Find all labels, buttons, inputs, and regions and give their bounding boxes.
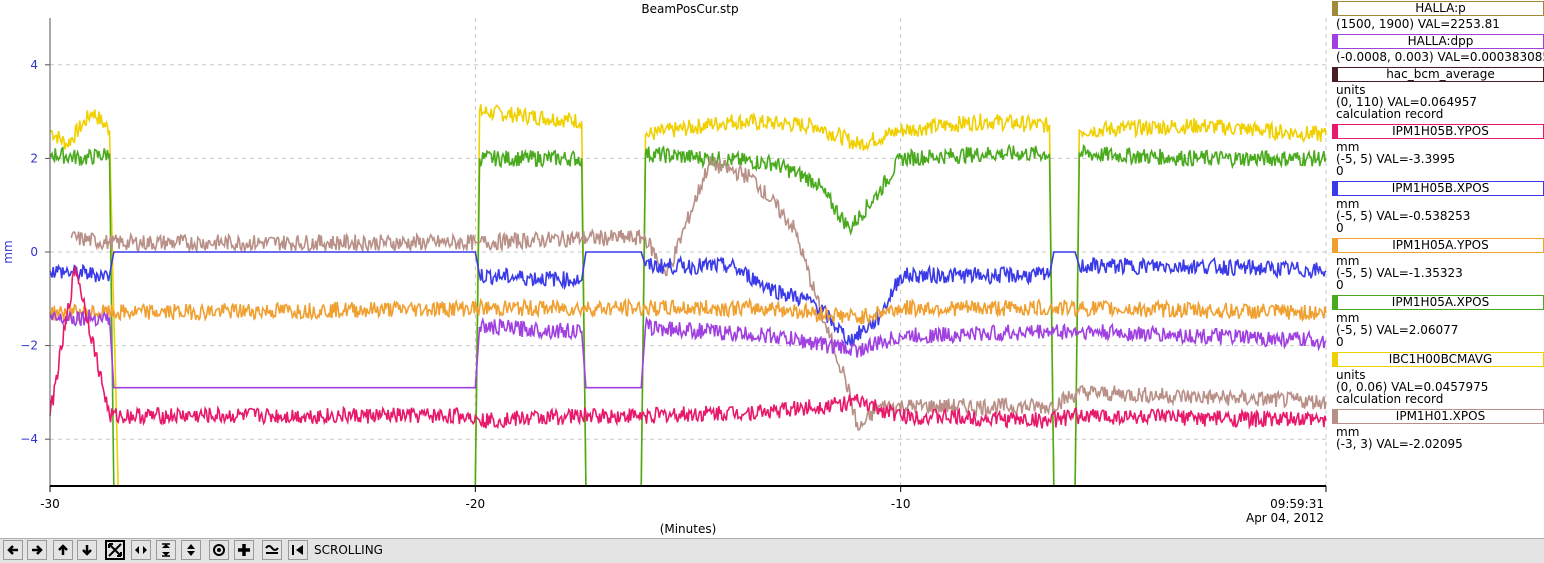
legend-item-IPM1H05B.XPOS[interactable]: IPM1H05B.XPOS xyxy=(1332,181,1544,196)
x-axis-label: (Minutes) xyxy=(660,522,717,536)
record-icon xyxy=(213,544,225,556)
arrow-left-icon xyxy=(7,545,18,555)
y-tick-label: −2 xyxy=(20,339,38,353)
vertical-pan-icon xyxy=(187,544,195,556)
scrolling-status: SCROLLING xyxy=(314,543,383,557)
legend: HALLA:p (1500, 1900) VAL=2253.81 HALLA:dpp… xyxy=(1328,0,1544,530)
legend-detail: mm xyxy=(1336,311,1360,325)
legend-detail: (-0.0008, 0.003) VAL=0.000383085 xyxy=(1336,50,1544,64)
legend-detail: (-5, 5) VAL=-3.3995 xyxy=(1336,152,1456,166)
add-button[interactable] xyxy=(234,540,254,560)
series-line-IBC1H00BCMAVG xyxy=(49,104,1327,487)
legend-item-IBC1H00BCMAVG[interactable]: IBC1H00BCMAVG xyxy=(1332,352,1544,367)
legend-detail: mm xyxy=(1336,254,1360,268)
arrow-up-button[interactable] xyxy=(53,540,73,560)
horizontal-zoom-button[interactable] xyxy=(131,540,151,560)
arrow-right-icon xyxy=(32,545,43,555)
y-tick-label: −4 xyxy=(20,432,38,446)
toolbar: SCROLLING xyxy=(0,538,1544,563)
arrow-left-button[interactable] xyxy=(3,540,23,560)
series-line-IPM1H05B.YPOS xyxy=(49,265,1327,430)
scroll-back-button[interactable] xyxy=(288,540,308,560)
legend-detail: 0 xyxy=(1336,335,1344,349)
waveform-icon xyxy=(265,545,279,554)
arrow-down-icon xyxy=(82,545,92,556)
legend-detail: (-5, 5) VAL=-1.35323 xyxy=(1336,266,1463,280)
legend-detail: (0, 0.06) VAL=0.0457975 xyxy=(1336,380,1489,394)
series-line-IPM1H05A.YPOS xyxy=(49,296,1327,325)
y-axis-label: mm xyxy=(1,240,15,263)
x-tick-label: -10 xyxy=(891,497,911,511)
record-button[interactable] xyxy=(209,540,229,560)
y-tick-label: 0 xyxy=(30,245,38,259)
legend-detail: units xyxy=(1336,83,1366,97)
arrow-down-button[interactable] xyxy=(77,540,97,560)
series-line-IPM1H01.XPOS xyxy=(70,156,1327,431)
legend-detail: mm xyxy=(1336,425,1360,439)
legend-detail: (0, 110) VAL=0.064957 xyxy=(1336,95,1477,109)
legend-detail: (1500, 1900) VAL=2253.81 xyxy=(1336,17,1500,31)
series-line-IPM1H05B.XPOS xyxy=(49,251,1327,347)
legend-detail: 0 xyxy=(1336,164,1344,178)
legend-item-HALLA:p[interactable]: HALLA:p xyxy=(1332,1,1544,16)
legend-detail: (-5, 5) VAL=-0.538253 xyxy=(1336,209,1471,223)
end-time-label: 09:59:31 xyxy=(1270,497,1324,511)
chart-title: BeamPosCur.stp xyxy=(641,2,738,16)
vertical-zoom-icon xyxy=(162,543,170,557)
vertical-zoom-button[interactable] xyxy=(156,540,176,560)
zoom-box-button[interactable] xyxy=(105,540,125,560)
add-icon xyxy=(238,544,250,556)
legend-detail: calculation record xyxy=(1336,107,1444,121)
legend-item-IPM1H05B.YPOS[interactable]: IPM1H05B.YPOS xyxy=(1332,124,1544,139)
legend-detail: units xyxy=(1336,368,1366,382)
legend-detail: calculation record xyxy=(1336,392,1444,406)
waveform-button[interactable] xyxy=(262,540,282,560)
legend-detail: mm xyxy=(1336,140,1360,154)
end-date-label: Apr 04, 2012 xyxy=(1246,511,1324,525)
legend-item-IPM1H01.XPOS[interactable]: IPM1H01.XPOS xyxy=(1332,409,1544,424)
legend-detail: mm xyxy=(1336,197,1360,211)
series-line-HALLA:dpp xyxy=(49,309,1327,389)
zoom-box-icon xyxy=(108,543,122,557)
horizontal-zoom-icon xyxy=(135,546,147,554)
legend-item-HALLA:dpp[interactable]: HALLA:dpp xyxy=(1332,34,1544,49)
legend-detail: 0 xyxy=(1336,278,1344,292)
legend-detail: 0 xyxy=(1336,221,1344,235)
scroll-back-icon xyxy=(292,545,303,555)
arrow-right-button[interactable] xyxy=(27,540,47,560)
legend-detail: (-3, 3) VAL=-2.02095 xyxy=(1336,437,1463,451)
vertical-pan-button[interactable] xyxy=(181,540,201,560)
x-tick-label: -20 xyxy=(466,497,486,511)
y-tick-label: 2 xyxy=(30,151,38,165)
arrow-up-icon xyxy=(58,544,68,555)
legend-item-IPM1H05A.XPOS[interactable]: IPM1H05A.XPOS xyxy=(1332,295,1544,310)
legend-item-hac_bcm_average[interactable]: hac_bcm_average xyxy=(1332,67,1544,82)
y-tick-label: 4 xyxy=(30,58,38,72)
legend-item-IPM1H05A.YPOS[interactable]: IPM1H05A.YPOS xyxy=(1332,238,1544,253)
legend-detail: (-5, 5) VAL=2.06077 xyxy=(1336,323,1459,337)
x-tick-label: -30 xyxy=(40,497,60,511)
